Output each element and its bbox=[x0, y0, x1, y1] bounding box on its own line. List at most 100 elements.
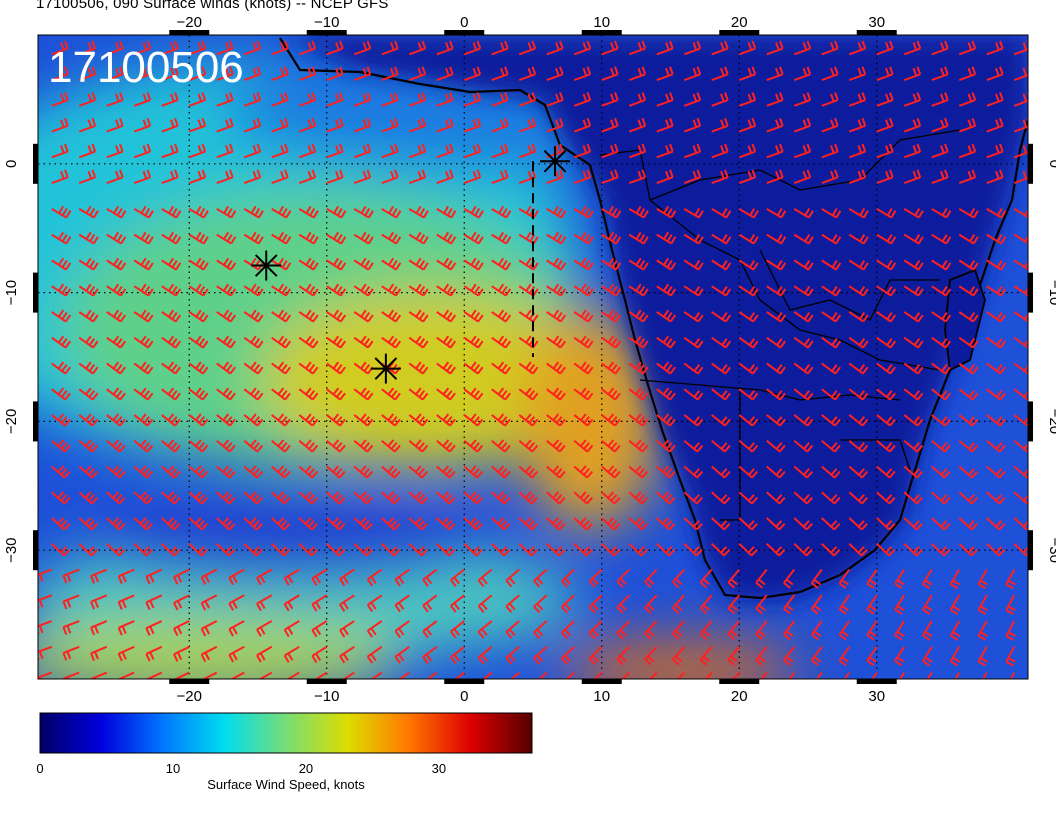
lon-tick-label-bottom: 10 bbox=[593, 688, 610, 705]
wind-barb bbox=[106, 439, 126, 453]
wind-barb bbox=[491, 543, 511, 557]
lon-tick-top bbox=[444, 30, 485, 35]
wind-barb bbox=[672, 646, 685, 666]
wind-barb bbox=[1013, 259, 1028, 271]
wind-barb bbox=[326, 309, 347, 323]
wind-barb bbox=[326, 413, 346, 427]
wind-barb bbox=[546, 361, 566, 375]
wind-barb bbox=[601, 205, 622, 219]
wind-barb bbox=[326, 66, 344, 82]
wind-barb bbox=[133, 465, 154, 479]
wind-barb bbox=[958, 439, 979, 453]
wind-barb bbox=[463, 117, 482, 133]
wind-barb bbox=[876, 465, 896, 479]
wind-barb bbox=[133, 231, 154, 245]
wind-barb bbox=[954, 672, 961, 679]
wind-barb bbox=[366, 620, 383, 638]
wind-barb bbox=[588, 568, 603, 588]
wind-barb bbox=[298, 413, 319, 427]
wind-barb bbox=[477, 620, 493, 639]
wind-barb bbox=[931, 543, 951, 557]
wind-barb bbox=[133, 517, 153, 531]
wind-barb bbox=[537, 671, 548, 679]
wind-barb bbox=[271, 439, 291, 453]
wind-barb bbox=[51, 40, 69, 56]
wind-barb bbox=[133, 439, 154, 453]
wind-barb bbox=[173, 620, 190, 637]
wind-barb bbox=[491, 169, 509, 185]
wind-barb bbox=[271, 169, 289, 185]
asterisk-marker bbox=[251, 250, 282, 281]
wind-barb bbox=[986, 285, 1007, 297]
wind-barb bbox=[436, 92, 454, 107]
wind-barb bbox=[866, 620, 878, 641]
wind-barb bbox=[161, 205, 182, 219]
wind-barb bbox=[145, 568, 163, 585]
lon-tick-label-top: −10 bbox=[314, 14, 339, 31]
wind-barb bbox=[491, 517, 511, 531]
wind-barb bbox=[436, 40, 454, 56]
wind-barb bbox=[62, 620, 80, 636]
lat-tick-right bbox=[1028, 272, 1033, 313]
wind-barb bbox=[903, 117, 922, 133]
lon-tick-top bbox=[306, 30, 347, 35]
wind-barb bbox=[683, 259, 704, 271]
wind-barb bbox=[491, 92, 509, 107]
wind-barb bbox=[958, 517, 978, 531]
wind-barb bbox=[133, 413, 154, 427]
wind-barb bbox=[463, 205, 484, 219]
wind-barb bbox=[518, 439, 539, 453]
wind-barb bbox=[986, 92, 1004, 107]
wind-barb bbox=[286, 671, 300, 679]
wind-barb bbox=[656, 439, 676, 453]
wind-barb bbox=[628, 257, 649, 271]
wind-barb bbox=[876, 414, 896, 427]
wind-barb bbox=[949, 569, 961, 590]
wind-barb bbox=[216, 517, 236, 531]
wind-barb bbox=[477, 568, 493, 588]
wind-barb bbox=[738, 143, 757, 159]
wind-barb bbox=[353, 231, 374, 245]
wind-barb bbox=[243, 439, 264, 453]
wind-barb bbox=[573, 309, 594, 323]
wind-barb bbox=[876, 336, 897, 349]
wind-barb bbox=[821, 543, 841, 557]
wind-barb bbox=[656, 117, 674, 133]
wind-barb bbox=[656, 92, 674, 107]
wind-barb bbox=[381, 491, 401, 505]
wind-barb bbox=[628, 517, 648, 531]
wind-barb bbox=[463, 361, 484, 375]
wind-barb bbox=[683, 92, 702, 107]
wind-barb bbox=[711, 465, 731, 479]
wind-barb bbox=[766, 233, 787, 245]
wind-barb bbox=[958, 143, 977, 159]
wind-barb bbox=[738, 543, 758, 557]
wind-barb bbox=[986, 311, 1007, 323]
wind-barb bbox=[628, 335, 649, 349]
wind-barb bbox=[426, 671, 438, 679]
wind-barb bbox=[793, 465, 814, 479]
wind-barb bbox=[903, 208, 924, 219]
wind-barb bbox=[117, 620, 135, 636]
wind-barb bbox=[766, 465, 786, 479]
wind-barb bbox=[408, 439, 429, 453]
wind-barb bbox=[838, 646, 851, 667]
wind-barb bbox=[931, 388, 951, 401]
wind-barb bbox=[243, 387, 264, 401]
wind-barb bbox=[958, 414, 979, 427]
wind-barb bbox=[601, 66, 619, 82]
wind-barb bbox=[326, 439, 346, 453]
wind-barb bbox=[311, 568, 328, 586]
wind-barb bbox=[903, 285, 924, 297]
wind-barb bbox=[326, 517, 346, 531]
wind-barb bbox=[408, 92, 427, 107]
wind-barb bbox=[866, 646, 878, 667]
wind-barb bbox=[903, 362, 924, 375]
wind-barb bbox=[51, 257, 72, 271]
wind-barb bbox=[200, 620, 218, 637]
wind-barb bbox=[216, 283, 237, 297]
wind-barb bbox=[161, 543, 181, 557]
wind-barb bbox=[533, 568, 548, 588]
lon-tick-bottom bbox=[581, 679, 622, 684]
wind-barb bbox=[683, 285, 704, 297]
